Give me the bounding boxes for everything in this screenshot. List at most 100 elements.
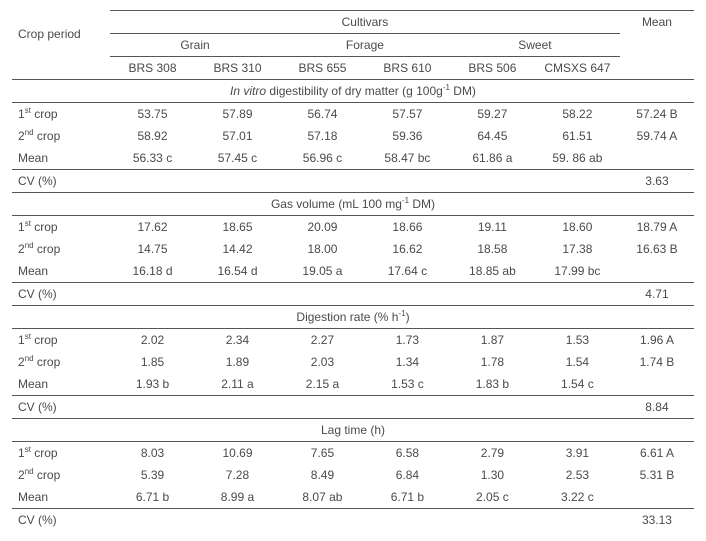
table-row: 2nd crop5.397.288.496.841.302.535.31 B	[12, 464, 694, 486]
row-label: 2nd crop	[12, 238, 110, 260]
cell: 1.53 c	[365, 373, 450, 396]
cell: 1.73	[365, 329, 450, 352]
cell: 59.36	[365, 125, 450, 147]
cell: 18.85 ab	[450, 260, 535, 283]
cell: 17.38	[535, 238, 620, 260]
cell: 6.71 b	[110, 486, 195, 509]
header-row-1: Crop period Cultivars Mean	[12, 11, 694, 34]
cell: 1.93 b	[110, 373, 195, 396]
row-label: 2nd crop	[12, 351, 110, 373]
cv-value: 33.13	[620, 509, 694, 532]
cell: 57.24 B	[620, 103, 694, 126]
cell: 14.42	[195, 238, 280, 260]
cultivar-names-row: BRS 308 BRS 310 BRS 655 BRS 610 BRS 506 …	[12, 57, 694, 80]
cv-label: CV (%)	[12, 396, 110, 419]
cell: 19.11	[450, 216, 535, 239]
section-title-row: In vitro digestibility of dry matter (g …	[12, 80, 694, 103]
crop-period-header: Crop period	[12, 11, 110, 57]
table-row: Mean16.18 d16.54 d19.05 a17.64 c18.85 ab…	[12, 260, 694, 283]
cell: 2.15 a	[280, 373, 365, 396]
cultivar-name: BRS 506	[450, 57, 535, 80]
group-sweet: Sweet	[450, 34, 620, 57]
row-label: Mean	[12, 486, 110, 509]
table-row: Mean56.33 c57.45 c56.96 c58.47 bc61.86 a…	[12, 147, 694, 170]
cell: 2.79	[450, 442, 535, 465]
cell: 61.86 a	[450, 147, 535, 170]
cell: 3.91	[535, 442, 620, 465]
cell: 56.96 c	[280, 147, 365, 170]
cell: 1.74 B	[620, 351, 694, 373]
cell: 2.27	[280, 329, 365, 352]
cell: 18.66	[365, 216, 450, 239]
cell: 57.89	[195, 103, 280, 126]
cell	[620, 373, 694, 396]
cell: 1.96 A	[620, 329, 694, 352]
row-label: Mean	[12, 260, 110, 283]
cell: 56.74	[280, 103, 365, 126]
cv-row: CV (%) 4.71	[12, 283, 694, 306]
cell: 56.33 c	[110, 147, 195, 170]
cell	[620, 147, 694, 170]
cell: 58.47 bc	[365, 147, 450, 170]
cell: 1.34	[365, 351, 450, 373]
cell: 53.75	[110, 103, 195, 126]
cultivar-name: BRS 308	[110, 57, 195, 80]
table-row: 2nd crop1.851.892.031.341.781.541.74 B	[12, 351, 694, 373]
group-forage: Forage	[280, 34, 450, 57]
section-title: In vitro digestibility of dry matter (g …	[12, 80, 694, 103]
cell: 6.71 b	[365, 486, 450, 509]
cell: 1.85	[110, 351, 195, 373]
cell: 5.39	[110, 464, 195, 486]
cv-label: CV (%)	[12, 283, 110, 306]
cell: 8.03	[110, 442, 195, 465]
cell	[620, 486, 694, 509]
cell: 59.74 A	[620, 125, 694, 147]
cell: 58.22	[535, 103, 620, 126]
cell: 57.45 c	[195, 147, 280, 170]
cv-label: CV (%)	[12, 170, 110, 193]
row-label: 2nd crop	[12, 125, 110, 147]
cell: 18.58	[450, 238, 535, 260]
group-grain: Grain	[110, 34, 280, 57]
row-label: 2nd crop	[12, 464, 110, 486]
section-title-row: Lag time (h)	[12, 419, 694, 442]
cell: 2.05 c	[450, 486, 535, 509]
row-label: Mean	[12, 373, 110, 396]
cv-value: 4.71	[620, 283, 694, 306]
row-label: 1st crop	[12, 442, 110, 465]
cell: 59.27	[450, 103, 535, 126]
cell: 7.28	[195, 464, 280, 486]
cell: 8.49	[280, 464, 365, 486]
table-row: 1st crop8.0310.697.656.582.793.916.61 A	[12, 442, 694, 465]
cell: 10.69	[195, 442, 280, 465]
cell: 2.02	[110, 329, 195, 352]
row-label: 1st crop	[12, 329, 110, 352]
cv-value: 8.84	[620, 396, 694, 419]
cv-label: CV (%)	[12, 509, 110, 532]
cell: 1.30	[450, 464, 535, 486]
cell: 61.51	[535, 125, 620, 147]
section-title-row: Gas volume (mL 100 mg-1 DM)	[12, 193, 694, 216]
table-row: 2nd crop58.9257.0157.1859.3664.4561.5159…	[12, 125, 694, 147]
cell: 57.01	[195, 125, 280, 147]
table-row: 1st crop17.6218.6520.0918.6619.1118.6018…	[12, 216, 694, 239]
cultivar-name: BRS 610	[365, 57, 450, 80]
cell: 16.18 d	[110, 260, 195, 283]
section-title: Gas volume (mL 100 mg-1 DM)	[12, 193, 694, 216]
section-title: Lag time (h)	[12, 419, 694, 442]
cell: 3.22 c	[535, 486, 620, 509]
cell: 1.83 b	[450, 373, 535, 396]
cell: 1.78	[450, 351, 535, 373]
cell: 1.53	[535, 329, 620, 352]
cell: 17.62	[110, 216, 195, 239]
table-row: Mean6.71 b8.99 a8.07 ab6.71 b2.05 c3.22 …	[12, 486, 694, 509]
cell: 8.99 a	[195, 486, 280, 509]
cell: 18.60	[535, 216, 620, 239]
cultivar-name: BRS 310	[195, 57, 280, 80]
section-title: Digestion rate (% h-1)	[12, 306, 694, 329]
cv-row: CV (%) 8.84	[12, 396, 694, 419]
cell: 7.65	[280, 442, 365, 465]
cell: 1.89	[195, 351, 280, 373]
cell: 8.07 ab	[280, 486, 365, 509]
cell: 59. 86 ab	[535, 147, 620, 170]
